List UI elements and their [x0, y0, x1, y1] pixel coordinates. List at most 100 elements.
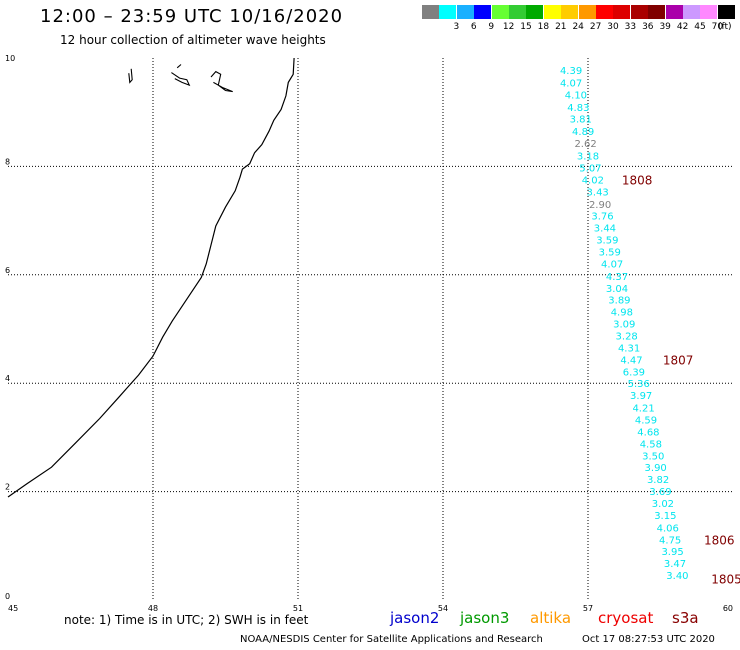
legend-swatch	[422, 5, 439, 19]
footer-credit: NOAA/NESDIS Center for Satellite Applica…	[240, 634, 543, 645]
legend-label: 18	[537, 22, 550, 32]
legend-swatch	[578, 5, 596, 19]
map-grid	[8, 58, 733, 600]
legend-swatch	[613, 5, 631, 19]
footer-timestamp: Oct 17 08:27:53 UTC 2020	[582, 634, 715, 645]
wave-height-label: 3.44	[594, 224, 616, 235]
island-outline	[210, 70, 233, 93]
satellite-legend-item: s3a	[672, 609, 699, 627]
legend-label: 42	[676, 22, 689, 32]
wave-height-label: 3.69	[649, 487, 671, 498]
wave-height-label: 5.07	[579, 163, 601, 174]
wave-height-label: 3.18	[577, 152, 599, 163]
legend-label: 6	[470, 22, 477, 32]
wave-height-label: 4.58	[640, 439, 662, 450]
legend-swatch	[561, 5, 579, 19]
wave-height-label: 3.81	[570, 115, 592, 126]
wave-height-label: 4.98	[611, 308, 633, 319]
wave-height-label: 3.97	[630, 391, 652, 402]
legend-swatch	[700, 5, 718, 19]
legend-swatch	[474, 5, 492, 19]
page-subtitle: 12 hour collection of altimeter wave hei…	[60, 33, 326, 47]
legend-label: 15	[520, 22, 532, 32]
wave-height-label: 3.50	[642, 451, 664, 462]
wave-height-label: 4.07	[601, 259, 623, 270]
pass-time-label: 1807	[663, 353, 694, 367]
pass-time-label: 1808	[622, 173, 653, 187]
x-tick-label: 45	[8, 604, 18, 613]
wave-height-label: 4.59	[635, 416, 657, 427]
wave-height-label: 4.47	[620, 355, 642, 366]
legend-label: 45	[694, 22, 706, 32]
y-tick-label: 10	[5, 54, 15, 63]
legend-label: 70	[711, 22, 724, 32]
wave-height-label: 3.28	[616, 332, 638, 343]
y-tick-label: 8	[5, 157, 10, 166]
legend-swatch	[491, 5, 509, 19]
satellite-legend-item: cryosat	[598, 609, 654, 627]
wave-height-label: 6.39	[623, 367, 645, 378]
pass-time-label: 1805	[711, 572, 740, 586]
footer-note: note: 1) Time is in UTC; 2) SWH is in fe…	[64, 613, 309, 627]
axis-tick-labels: 45 48 51 54 57 60 0 2 4 6 8 10	[5, 54, 733, 613]
wave-height-label: 4.83	[567, 103, 589, 114]
wave-height-label: 3.09	[613, 320, 635, 331]
wave-height-label: 3.89	[608, 296, 630, 307]
legend-label: 24	[572, 22, 584, 32]
legend-swatch	[683, 5, 700, 19]
coastline	[7, 57, 295, 498]
wave-height-label: 3.40	[666, 571, 688, 582]
x-tick-label: 54	[438, 604, 448, 613]
legend-label: 21	[555, 22, 567, 32]
wave-height-label: 4.39	[560, 66, 582, 77]
y-tick-label: 6	[5, 266, 10, 275]
legend-swatch	[648, 5, 666, 19]
legend-label: 36	[642, 22, 654, 32]
x-tick-label: 60	[723, 604, 733, 613]
wave-height-label: 3.47	[664, 559, 686, 570]
legend-label: 3	[453, 22, 460, 32]
y-tick-label: 4	[5, 374, 10, 383]
legend-swatch	[596, 5, 613, 19]
wave-height-label: 4.10	[565, 90, 587, 101]
wave-height-label: 4.31	[618, 343, 640, 354]
wave-height-label: 4.07	[560, 78, 582, 89]
x-tick-label: 57	[583, 604, 593, 613]
island-outline	[128, 68, 133, 84]
legend-label: 12	[502, 22, 515, 32]
legend-swatch	[630, 5, 648, 19]
y-tick-label: 2	[5, 483, 10, 492]
wave-height-label: 3.04	[606, 284, 628, 295]
wave-height-label: 3.76	[591, 212, 613, 223]
wave-height-label: 4.37	[606, 272, 628, 283]
legend-swatch	[509, 5, 526, 19]
wave-height-label: 4.68	[637, 427, 659, 438]
satellite-legend-item: altika	[530, 609, 572, 627]
y-tick-label: 0	[5, 592, 10, 601]
wave-height-label: 3.95	[661, 547, 683, 558]
legend-label: 9	[488, 22, 495, 32]
wave-height-label: 4.89	[572, 127, 594, 138]
legend-label: 33	[624, 22, 637, 32]
legend-swatch	[439, 5, 457, 19]
wave-height-label: 3.02	[652, 499, 674, 510]
x-tick-label: 48	[148, 604, 158, 613]
legend-swatch	[543, 5, 561, 19]
wave-height-labels: 4.394.074.104.833.814.892.623.185.074.02…	[560, 66, 689, 582]
wave-height-label: 4.06	[657, 523, 679, 534]
wave-height-label: 3.43	[587, 187, 609, 198]
wave-height-label: 3.90	[645, 463, 667, 474]
coastline-path	[7, 57, 295, 498]
legend-label: 39	[659, 22, 671, 32]
satellite-legend-item: jason3	[460, 609, 510, 627]
wave-height-label: 4.21	[632, 404, 654, 415]
wave-height-label: 4.02	[582, 175, 604, 186]
legend-swatch	[456, 5, 474, 19]
wave-height-label: 3.82	[647, 475, 669, 486]
legend-units: (ft)	[718, 22, 732, 32]
satellite-legend-item: jason2	[390, 609, 440, 627]
legend-swatch	[665, 5, 683, 19]
x-tick-label: 51	[293, 604, 303, 613]
island-outline	[176, 64, 182, 69]
